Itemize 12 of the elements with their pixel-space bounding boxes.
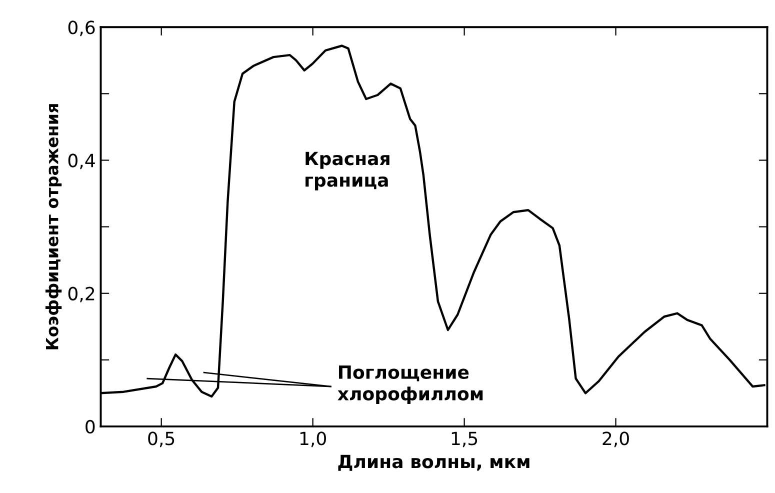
x-tick-label: 1,0 bbox=[300, 432, 326, 448]
y-axis-title: Коэффициент отражения bbox=[45, 104, 62, 350]
y-tick-label: 0,4 bbox=[68, 154, 95, 170]
x-tick-label: 0,5 bbox=[148, 432, 174, 448]
x-axis-title: Длина волны, мкм bbox=[338, 454, 530, 471]
x-tick-label: 1,5 bbox=[452, 432, 478, 448]
y-tick-label: 0,2 bbox=[68, 286, 94, 302]
y-tick-label: 0 bbox=[86, 420, 95, 434]
x-tick-label: 2,0 bbox=[602, 432, 629, 448]
y-tick-label: 0,6 bbox=[68, 20, 95, 36]
annotation: Красная граница bbox=[306, 152, 390, 190]
annotation: Поглощение хлорофиллом bbox=[338, 366, 483, 404]
